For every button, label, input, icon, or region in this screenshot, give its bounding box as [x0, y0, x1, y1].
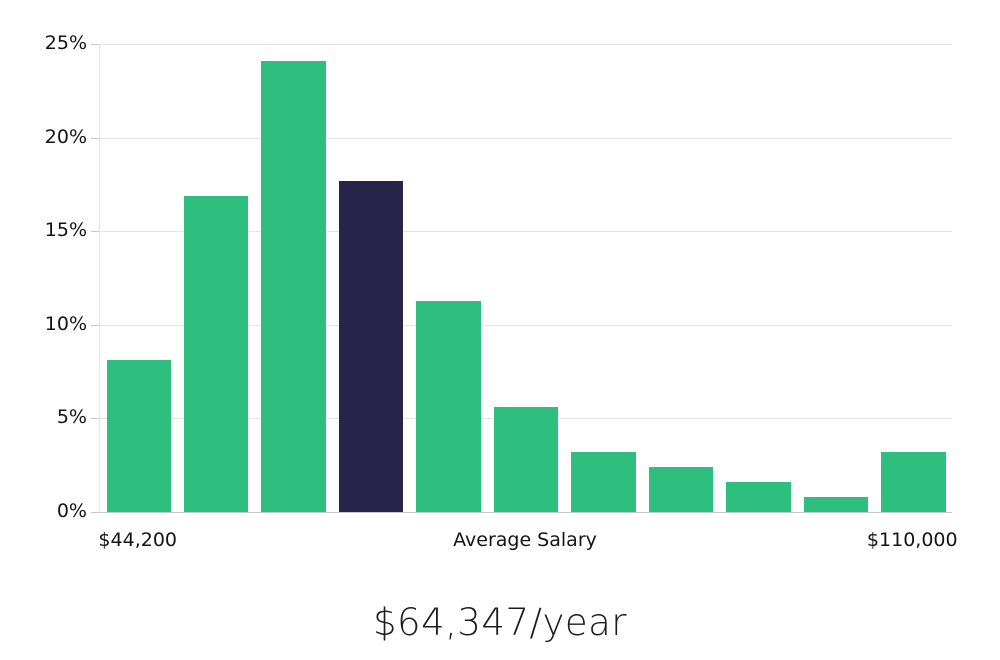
plot-area [99, 44, 952, 513]
histogram-bar[interactable] [416, 300, 481, 512]
y-tick-label: 0% [56, 500, 87, 522]
histogram-bar[interactable] [261, 60, 326, 512]
x-axis-label-average-salary: Average Salary [453, 529, 597, 551]
x-axis-label-min-salary: $44,200 [98, 529, 178, 551]
y-tick-mark [91, 324, 99, 326]
histogram-bar[interactable] [648, 467, 714, 512]
histogram-bar[interactable] [493, 407, 559, 512]
histogram-bar[interactable] [571, 452, 636, 512]
gridline-25% [100, 44, 952, 45]
x-axis-label-max-salary: $110,000 [866, 529, 958, 551]
y-tick-mark [91, 418, 99, 420]
histogram-bar[interactable] [106, 360, 171, 512]
y-tick-label: 15% [44, 219, 87, 242]
y-tick-label: 20% [44, 125, 87, 148]
gridline-20% [100, 137, 952, 139]
histogram-bar[interactable] [183, 195, 249, 512]
y-tick-mark [91, 231, 99, 233]
histogram-bar[interactable] [803, 497, 869, 512]
y-tick-label: 5% [56, 406, 87, 429]
histogram-bar[interactable] [726, 482, 791, 512]
y-tick-mark [91, 137, 99, 139]
gridline-15% [100, 231, 952, 233]
average-salary-value: $64,347/year [372, 601, 628, 644]
gridline-10% [100, 324, 952, 326]
histogram-bar-highlighted[interactable] [338, 180, 404, 512]
y-tick-mark [91, 44, 99, 45]
histogram-bar[interactable] [881, 452, 946, 512]
y-tick-mark [91, 512, 99, 513]
y-tick-label: 25% [44, 32, 87, 54]
y-tick-label: 10% [44, 312, 87, 335]
